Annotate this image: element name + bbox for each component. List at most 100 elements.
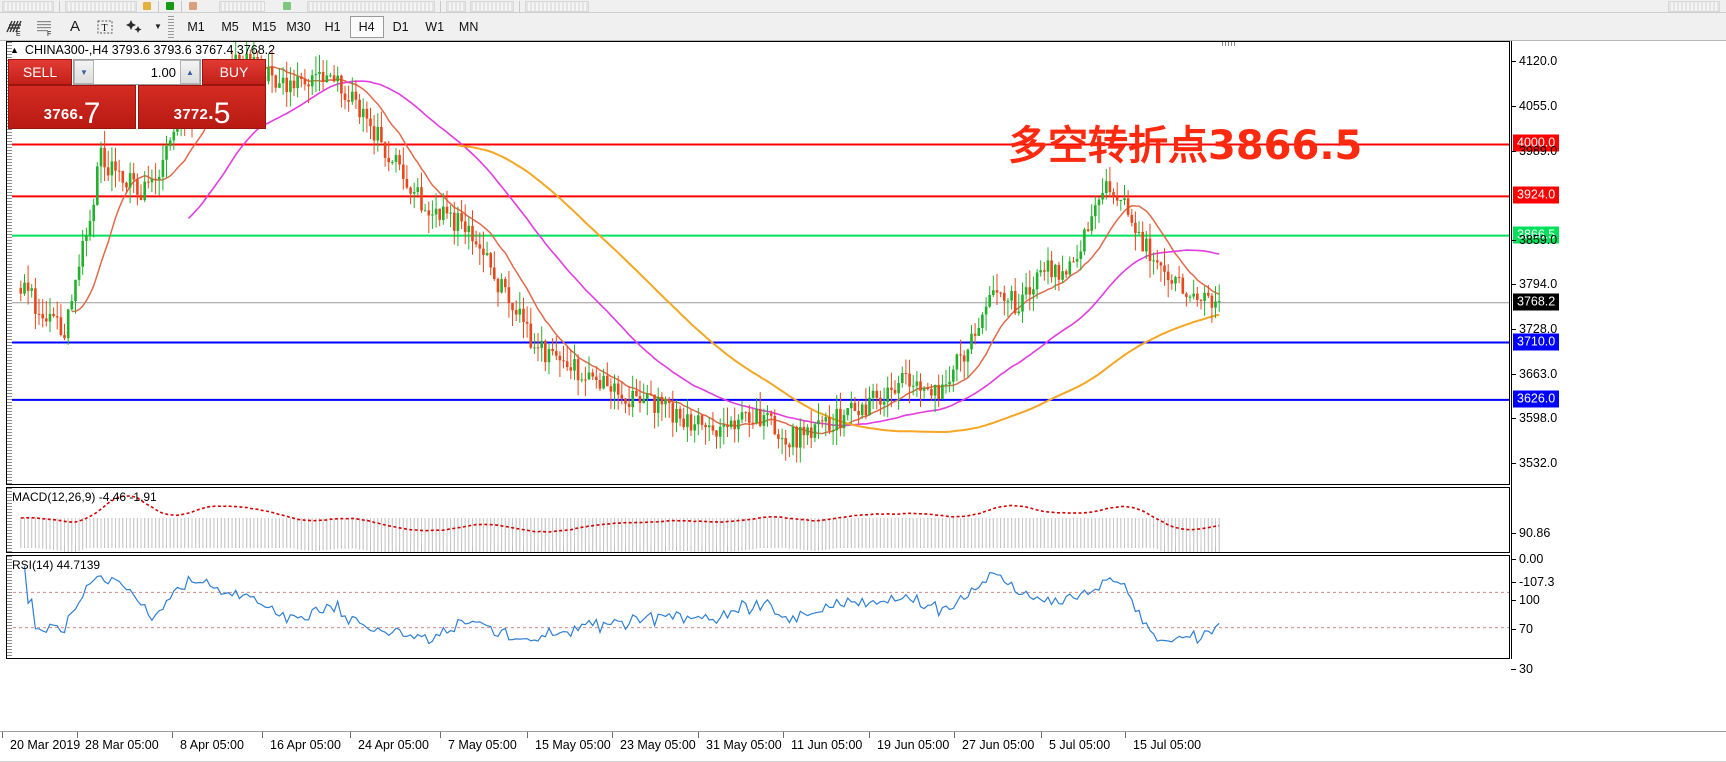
price-tick	[1511, 418, 1516, 420]
collapse-arrow-icon[interactable]: ▲	[10, 44, 19, 55]
new-order-icon[interactable]	[166, 2, 174, 10]
time-axis-label: 23 May 05:00	[620, 738, 696, 752]
volume-decrement-icon[interactable]: ▼	[74, 60, 94, 84]
buy-price-dot: .	[208, 102, 214, 124]
trade-prices-row[interactable]: 3766 . 7 3772 . 5	[8, 85, 266, 129]
volume-increment-icon[interactable]: ▲	[180, 60, 200, 84]
timeframe-mn[interactable]: MN	[458, 19, 479, 34]
time-tick	[440, 732, 441, 738]
toolbar-group-window[interactable]	[1668, 0, 1720, 12]
buy-button[interactable]: BUY	[202, 59, 266, 85]
toolbar-group-file[interactable]	[2, 0, 54, 12]
macd-label: MACD(12,26,9) -4.46 -1.91	[12, 490, 157, 504]
time-tick	[2, 732, 3, 738]
volume-input[interactable]: ▼ 1.00 ▲	[73, 59, 201, 85]
price-tick-label: 3728.0	[1519, 322, 1558, 337]
sell-price-dot: .	[78, 102, 84, 124]
price-level-tag[interactable]: 3768.2	[1513, 293, 1560, 311]
time-axis-label: 7 May 05:00	[448, 738, 517, 752]
macd-tick	[1511, 582, 1516, 583]
pane-scroll-grip[interactable]	[7, 556, 12, 658]
price-chart-canvas	[7, 42, 1509, 463]
price-tick	[1511, 61, 1516, 63]
toolbar-group-templates[interactable]	[307, 0, 435, 12]
macd-tick-label: -107.3	[1519, 575, 1555, 589]
autoscroll-icon[interactable]	[283, 2, 291, 10]
toolbar-group-zoom[interactable]	[446, 0, 466, 12]
sell-price-box[interactable]: 3766 . 7	[8, 85, 136, 129]
price-tick-label: 4055.0	[1519, 98, 1558, 113]
chart-toolbar[interactable]: E F A T ▼ M1 M5 M15 M30 H1 H4 D1 W1	[0, 13, 1726, 41]
timeframe-h1[interactable]: H1	[324, 19, 341, 34]
timeframe-m5[interactable]: M5	[221, 19, 239, 34]
toolbar-group-charts[interactable]	[219, 0, 265, 12]
price-level-tag[interactable]: 3626.0	[1513, 390, 1560, 408]
macd-pane[interactable]: MACD(12,26,9) -4.46 -1.91	[6, 487, 1510, 553]
rsi-tick	[1511, 600, 1516, 601]
text-tool-icon[interactable]: A	[69, 18, 80, 35]
toolbar-grip[interactable]	[168, 15, 174, 38]
chart-area[interactable]: MACD(12,26,9) -4.46 -1.91 RSI(14) 44.713…	[0, 41, 1726, 731]
svg-text:E: E	[16, 31, 21, 37]
timeframe-h4[interactable]: H4	[349, 15, 384, 38]
price-scale[interactable]: 4120.0 4055.0 4000.0 3989.0 3924.0 3866.5 3859…	[1511, 41, 1726, 731]
text-label-icon[interactable]: T	[90, 15, 120, 39]
toolbar-divider	[181, 0, 182, 12]
sell-price-integer: 3766	[43, 106, 79, 123]
trade-controls-row[interactable]: SELL ▼ 1.00 ▲ BUY	[8, 59, 266, 85]
toolbar-group-objects[interactable]	[525, 0, 589, 12]
macd-tick	[1511, 533, 1516, 534]
buy-price-decimal: 5	[213, 96, 231, 130]
objects-icon[interactable]	[120, 15, 150, 39]
chart-drag-handle[interactable]	[1222, 42, 1236, 46]
toolbar-group-period[interactable]	[470, 0, 514, 12]
pane-scroll-grip[interactable]	[7, 488, 12, 552]
time-axis-label: 5 Jul 05:00	[1049, 738, 1111, 752]
price-tick-label: 3663.0	[1519, 366, 1558, 381]
buy-price-box[interactable]: 3772 . 5	[138, 85, 266, 129]
time-axis-label: 20 Mar 2019	[10, 738, 81, 752]
toolbar-divider	[158, 0, 159, 12]
timeframe-d1[interactable]: D1	[392, 19, 409, 34]
price-tick	[1511, 239, 1516, 241]
timeframe-m30[interactable]: M30	[286, 19, 311, 34]
one-click-trade-panel[interactable]: SELL ▼ 1.00 ▲ BUY 3766 . 7 3772 . 5	[8, 59, 266, 129]
chevron-down-icon[interactable]: ▼	[154, 22, 162, 31]
volume-value[interactable]: 1.00	[150, 64, 176, 80]
sell-button[interactable]: SELL	[8, 59, 72, 85]
time-axis-label: 28 Mar 05:00	[85, 738, 159, 752]
timeframe-m15[interactable]: M15	[252, 19, 277, 34]
secondary-toolbar[interactable]	[0, 0, 1726, 13]
symbol-header: ▲ CHINA300-,H4 3793.6 3793.6 3767.4 3768…	[10, 43, 275, 57]
rsi-tick-label: 70	[1519, 622, 1533, 636]
price-level-tag[interactable]: 3710.0	[1513, 333, 1560, 351]
folder-icon[interactable]	[143, 2, 151, 10]
time-tick	[262, 732, 263, 738]
rsi-pane[interactable]: RSI(14) 44.7139	[6, 555, 1510, 659]
price-level-tag[interactable]: 3924.0	[1513, 186, 1560, 204]
price-axis-line	[1511, 41, 1512, 659]
time-tick	[77, 732, 78, 738]
price-tick-label: 3598.0	[1519, 411, 1558, 426]
chart-bars-icon[interactable]	[189, 2, 197, 10]
symbol-ohlc-text: CHINA300-,H4 3793.6 3793.6 3767.4 3768.2	[24, 43, 276, 57]
grid-icon[interactable]: F	[30, 15, 60, 39]
indicators-icon[interactable]: E	[0, 15, 30, 39]
time-axis-label: 27 Jun 05:00	[962, 738, 1035, 752]
buy-price-integer: 3772	[173, 106, 209, 123]
macd-canvas	[20, 495, 1220, 552]
sell-price-decimal: 7	[83, 96, 101, 130]
macd-tick-label: 0.00	[1519, 552, 1544, 566]
price-tick-label: 3989.0	[1519, 143, 1558, 158]
time-tick	[698, 732, 699, 738]
time-tick	[869, 732, 870, 738]
toolbar-group-view[interactable]	[65, 0, 137, 12]
pane-scroll-grip[interactable]	[7, 42, 12, 484]
time-axis[interactable]: 20 Mar 2019 28 Mar 05:00 8 Apr 05:00 16 Apr…	[0, 731, 1726, 762]
timeframe-w1[interactable]: W1	[425, 19, 445, 34]
timeframe-m1[interactable]: M1	[187, 19, 205, 34]
macd-tick-label: 90.86	[1519, 526, 1551, 540]
time-tick	[783, 732, 784, 738]
price-level-tag[interactable]: 4000.0	[1513, 134, 1560, 152]
price-level-tag[interactable]: 3866.5	[1513, 226, 1560, 244]
